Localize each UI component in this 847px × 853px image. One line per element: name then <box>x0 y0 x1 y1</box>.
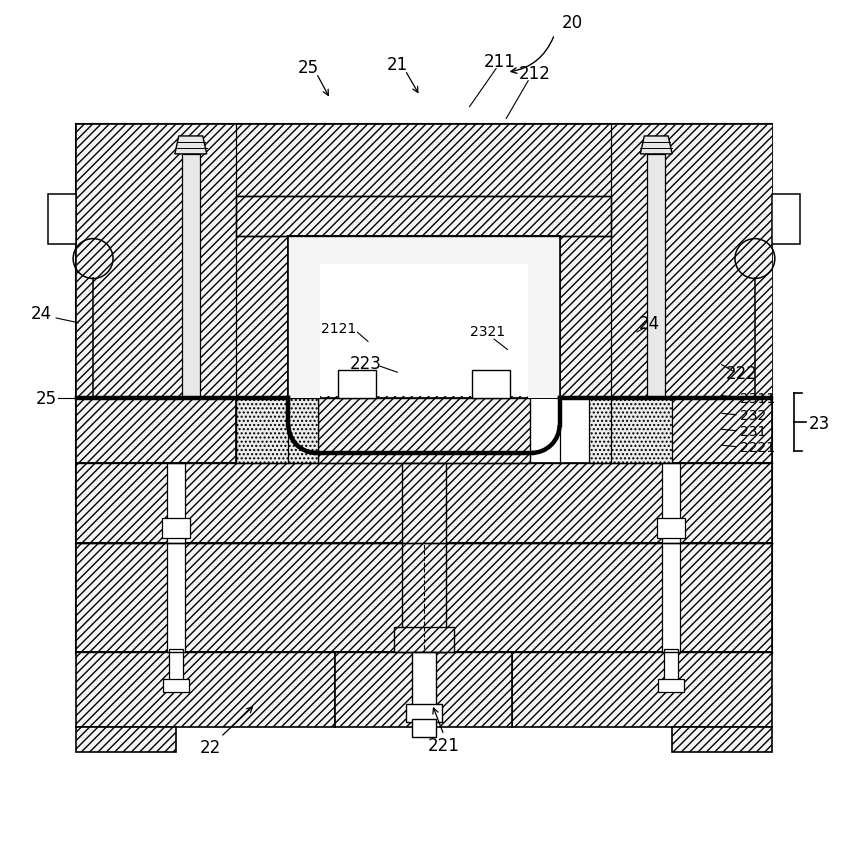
Text: 232: 232 <box>740 409 767 422</box>
Bar <box>162 518 190 538</box>
Bar <box>338 371 376 398</box>
Bar <box>76 125 772 654</box>
Text: 221: 221 <box>428 736 460 754</box>
Text: 25: 25 <box>298 59 319 77</box>
Text: 2121: 2121 <box>321 322 356 336</box>
Bar <box>76 463 772 543</box>
Bar <box>673 727 772 752</box>
Bar <box>235 398 318 463</box>
Text: 22: 22 <box>200 738 221 756</box>
Text: 25: 25 <box>36 390 57 408</box>
Text: 222: 222 <box>726 365 758 383</box>
Bar <box>76 125 772 398</box>
Bar <box>76 727 176 752</box>
Text: 2221: 2221 <box>740 440 775 455</box>
Text: 231: 231 <box>740 425 767 438</box>
Bar <box>647 154 665 398</box>
Bar <box>76 398 235 463</box>
Bar <box>167 463 185 653</box>
Bar <box>662 463 680 653</box>
Bar <box>235 196 612 236</box>
Text: 2321: 2321 <box>470 325 506 339</box>
Bar <box>48 194 76 244</box>
Bar <box>612 398 772 463</box>
Bar <box>289 236 560 264</box>
Bar <box>412 653 436 707</box>
Bar <box>590 398 673 463</box>
Bar <box>335 653 512 727</box>
Bar <box>289 236 320 398</box>
Bar <box>657 518 685 538</box>
Bar <box>658 679 684 693</box>
Text: 20: 20 <box>562 15 583 32</box>
Bar <box>169 649 183 682</box>
Bar <box>406 705 442 722</box>
Bar <box>291 264 557 397</box>
Text: 23: 23 <box>809 415 830 432</box>
Polygon shape <box>640 136 673 154</box>
Bar <box>163 679 189 693</box>
Text: 24: 24 <box>30 305 52 323</box>
Bar <box>289 236 560 398</box>
Bar <box>528 236 560 398</box>
Bar <box>76 543 772 653</box>
Bar <box>664 649 678 682</box>
Text: 212: 212 <box>518 65 551 83</box>
Text: 21: 21 <box>386 56 407 74</box>
Bar <box>76 653 335 727</box>
Bar <box>612 125 772 398</box>
Bar <box>76 125 235 398</box>
Bar <box>472 371 510 398</box>
Polygon shape <box>174 136 207 154</box>
Text: 211: 211 <box>484 53 516 71</box>
Bar <box>318 398 529 463</box>
Bar <box>412 719 436 737</box>
Bar <box>772 194 800 244</box>
Bar <box>182 154 200 398</box>
Bar <box>402 463 446 653</box>
Text: 223: 223 <box>349 355 381 373</box>
Bar <box>512 653 772 727</box>
Bar <box>394 628 454 653</box>
Text: 24: 24 <box>639 315 660 333</box>
Text: 2311: 2311 <box>740 392 775 406</box>
